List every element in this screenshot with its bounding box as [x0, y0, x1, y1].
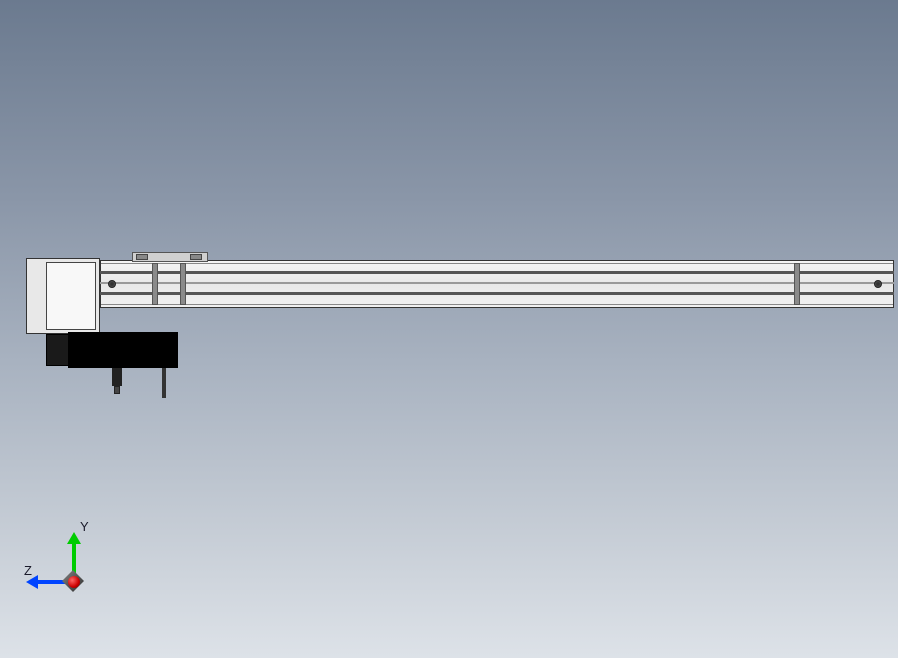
motor-cable-connector [112, 368, 122, 386]
z-axis-label: Z [24, 563, 32, 578]
coordinate-triad[interactable]: Y Z [32, 530, 104, 602]
motor-coupling[interactable] [46, 334, 70, 366]
mounting-bracket-2[interactable] [180, 263, 186, 305]
carriage-mount-1 [136, 254, 148, 260]
linear-rail-body[interactable] [100, 260, 894, 308]
cad-3d-viewport[interactable]: Y Z [0, 0, 898, 658]
y-axis-label: Y [80, 519, 89, 534]
carriage-mount-2 [190, 254, 202, 260]
mounting-hole-right[interactable] [874, 280, 882, 288]
end-block-face [46, 262, 96, 330]
rail-t-slot-lower [100, 292, 894, 295]
motor-terminal-1 [114, 386, 120, 394]
mounting-hole-left[interactable] [108, 280, 116, 288]
model-assembly[interactable] [26, 258, 896, 408]
rail-center-groove [100, 282, 894, 284]
x-axis-sphere-icon [68, 576, 80, 588]
mounting-bracket-1[interactable] [152, 263, 158, 305]
motor-terminal-2 [162, 368, 166, 398]
mounting-bracket-3[interactable] [794, 263, 800, 305]
rail-t-slot-upper [100, 271, 894, 274]
servo-motor-body[interactable] [68, 332, 178, 368]
y-axis-arrow-icon [67, 532, 81, 544]
